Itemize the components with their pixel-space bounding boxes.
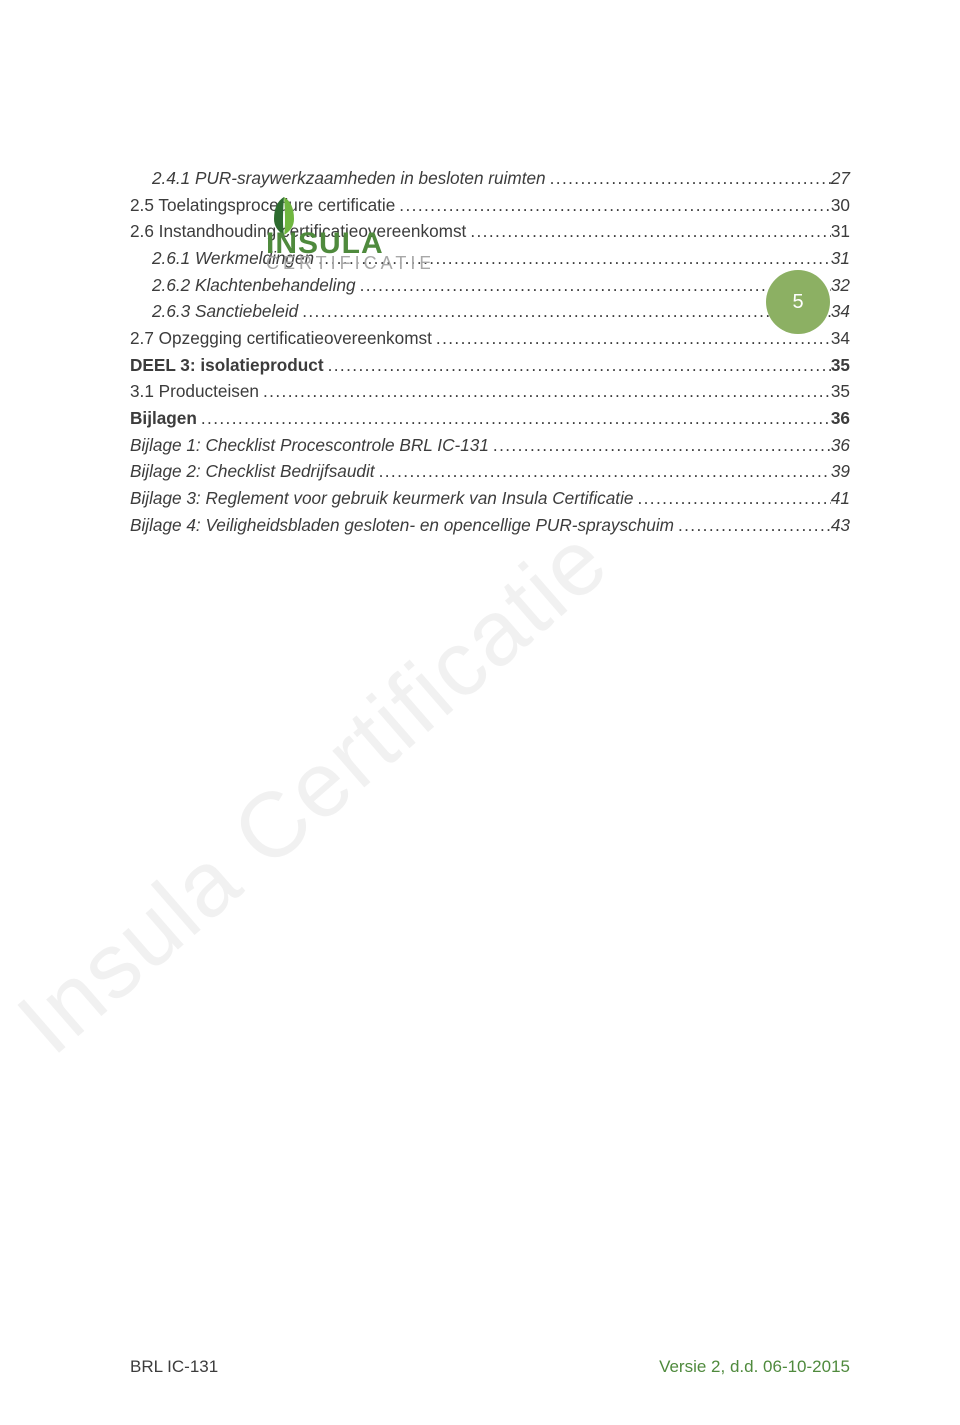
toc-leader-dots (395, 192, 831, 219)
toc-leader-dots (489, 432, 831, 459)
toc-leader-dots (546, 165, 831, 192)
toc-row: Bijlage 4: Veiligheidsbladen gesloten- e… (130, 512, 850, 539)
toc-label: 2.6.3 Sanctiebeleid (152, 298, 298, 325)
toc-row: Bijlage 1: Checklist Procescontrole BRL … (130, 432, 850, 459)
toc-row: 2.5 Toelatingsprocedure certificatie30 (130, 192, 850, 219)
toc-label: 2.7 Opzegging certificatieovereenkomst (130, 325, 432, 352)
toc-page-number: 35 (831, 352, 850, 379)
toc-row: 2.6.2 Klachtenbehandeling 32 (130, 272, 850, 299)
toc-row: Bijlage 3: Reglement voor gebruik keurme… (130, 485, 850, 512)
toc-label: DEEL 3: isolatieproduct (130, 352, 324, 379)
toc-row: 3.1 Producteisen 35 (130, 378, 850, 405)
toc-row: 2.6 Instandhouding certificatieovereenko… (130, 218, 850, 245)
toc-label: 3.1 Producteisen (130, 378, 259, 405)
toc-leader-dots (197, 405, 831, 432)
toc-row: 2.7 Opzegging certificatieovereenkomst 34 (130, 325, 850, 352)
toc-label: 2.4.1 PUR-sraywerkzaamheden in besloten … (152, 165, 546, 192)
toc-label: 2.6.2 Klachtenbehandeling (152, 272, 356, 299)
toc-label: Bijlage 1: Checklist Procescontrole BRL … (130, 432, 489, 459)
table-of-contents: 2.4.1 PUR-sraywerkzaamheden in besloten … (130, 165, 850, 538)
toc-row: Bijlage 2: Checklist Bedrijfsaudit 39 (130, 458, 850, 485)
toc-leader-dots (259, 378, 831, 405)
toc-page-number: 31 (831, 245, 850, 272)
watermark: Insula Certificatie (0, 508, 628, 1075)
toc-label: Bijlage 3: Reglement voor gebruik keurme… (130, 485, 633, 512)
toc-page-number: 36 (831, 432, 850, 459)
toc-row: DEEL 3: isolatieproduct 35 (130, 352, 850, 379)
toc-page-number: 39 (831, 458, 850, 485)
toc-row: 2.4.1 PUR-sraywerkzaamheden in besloten … (130, 165, 850, 192)
toc-page-number: 41 (831, 485, 850, 512)
toc-page-number: 27 (831, 165, 850, 192)
toc-page-number: 31 (831, 218, 850, 245)
svg-text:CERTIFICATIE: CERTIFICATIE (266, 253, 430, 271)
toc-page-number: 34 (831, 325, 850, 352)
toc-row: 2.6.3 Sanctiebeleid 34 (130, 298, 850, 325)
toc-row: 2.6.1 Werkmeldingen31 (130, 245, 850, 272)
page-number: 5 (792, 291, 803, 314)
page-number-badge: 5 (766, 270, 830, 334)
toc-page-number: 36 (831, 405, 850, 432)
toc-page-number: 34 (831, 298, 850, 325)
logo: INSULA CERTIFICATIE (260, 195, 430, 271)
toc-leader-dots (356, 272, 831, 299)
toc-label: Bijlage 2: Checklist Bedrijfsaudit (130, 458, 375, 485)
toc-row: Bijlagen 36 (130, 405, 850, 432)
footer: BRL IC-131 Versie 2, d.d. 06-10-2015 (130, 1357, 850, 1377)
toc-page-number: 30 (831, 192, 850, 219)
toc-leader-dots (298, 298, 831, 325)
toc-leader-dots (633, 485, 830, 512)
footer-version: Versie 2, d.d. 06-10-2015 (659, 1357, 850, 1377)
toc-page-number: 32 (831, 272, 850, 299)
toc-page-number: 35 (831, 378, 850, 405)
toc-label: Bijlage 4: Veiligheidsbladen gesloten- e… (130, 512, 674, 539)
toc-leader-dots (324, 352, 831, 379)
toc-leader-dots (432, 325, 831, 352)
footer-doc-id: BRL IC-131 (130, 1357, 218, 1377)
toc-leader-dots (674, 512, 831, 539)
toc-leader-dots (375, 458, 831, 485)
toc-page-number: 43 (831, 512, 850, 539)
toc-label: Bijlagen (130, 405, 197, 432)
toc-leader-dots (466, 218, 831, 245)
